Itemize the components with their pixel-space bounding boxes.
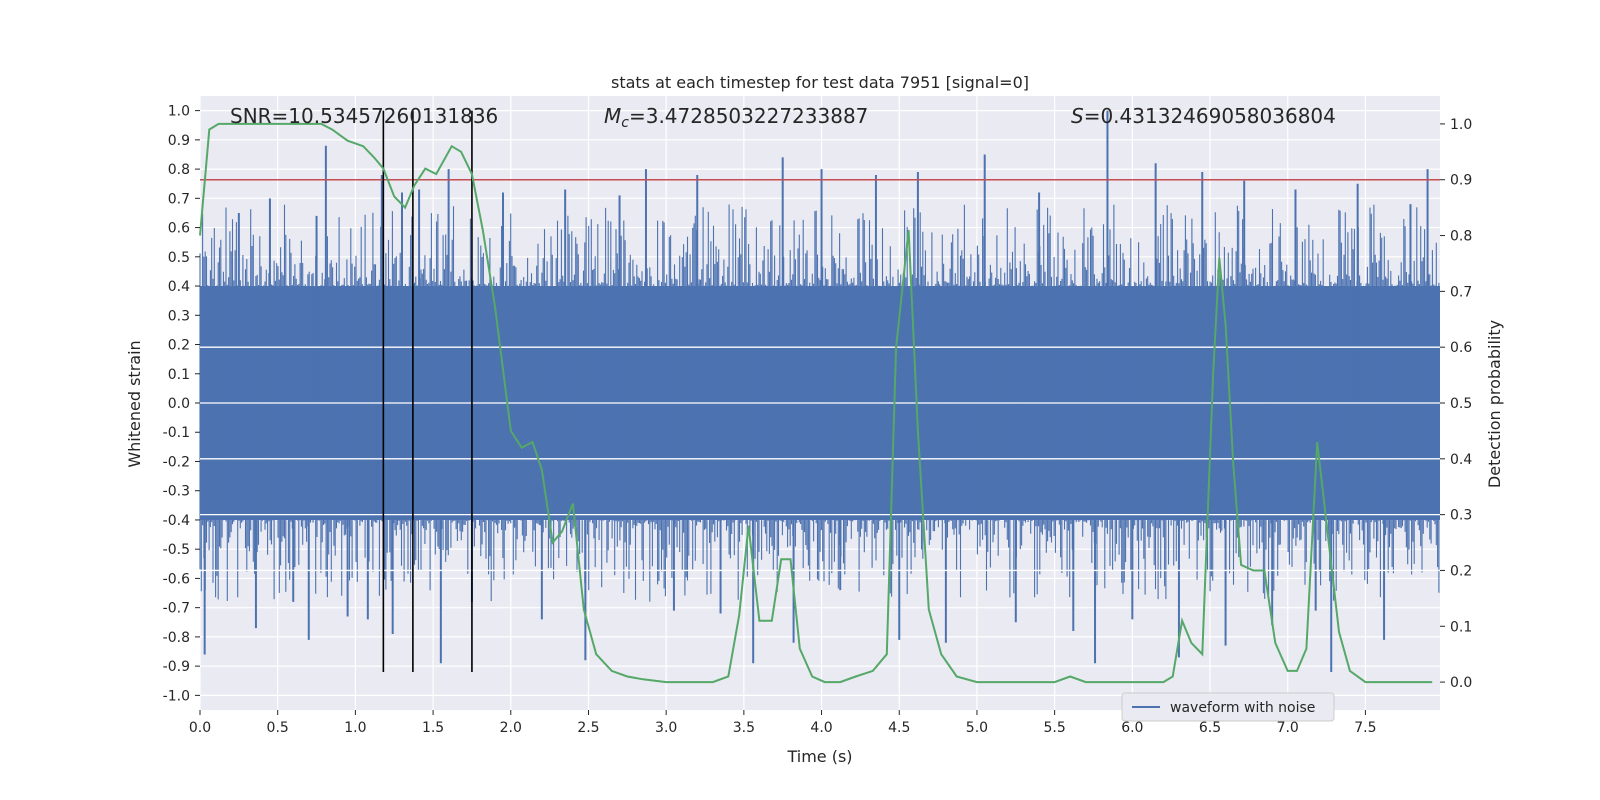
- y-tick-label-right: 1.0: [1450, 117, 1472, 133]
- x-tick-label: 5.5: [1044, 720, 1066, 736]
- y-tick-label-right: 0.0: [1450, 675, 1472, 691]
- chirp-mass-annotation: Mc=3.4728503227233887: [604, 104, 868, 131]
- x-tick-label: 1.5: [422, 720, 444, 736]
- y-tick-label-left: -1.0: [163, 688, 190, 704]
- probability-line: [199, 122, 1433, 684]
- y-tick-label-left: 0.8: [168, 162, 190, 178]
- x-tick-label: 1.0: [344, 720, 366, 736]
- x-tick-label: 5.0: [966, 720, 988, 736]
- y-tick-label-left: -0.5: [163, 542, 190, 558]
- y-tick-label-left: 0.7: [168, 191, 190, 207]
- y-tick-label-left: 0.6: [168, 221, 190, 237]
- x-tick-label: 0.0: [189, 720, 211, 736]
- legend: waveform with noise: [1121, 692, 1335, 722]
- y-axis-label-right: Detection probability: [1485, 320, 1504, 488]
- x-tick-label: 7.0: [1277, 720, 1299, 736]
- y-tick-label-right: 0.6: [1450, 340, 1472, 356]
- y-tick-label-right: 0.4: [1450, 452, 1472, 468]
- y-tick-label-right: 0.9: [1450, 173, 1472, 189]
- y-tick-label-right: 0.3: [1450, 508, 1472, 524]
- legend-label: waveform with noise: [1170, 700, 1315, 716]
- x-tick-label: 3.0: [655, 720, 677, 736]
- x-tick-label: 6.5: [1199, 720, 1221, 736]
- y-tick-label-left: -0.3: [163, 484, 190, 500]
- y-tick-label-left: 0.2: [168, 338, 190, 354]
- y-tick-label-left: 0.4: [168, 279, 190, 295]
- y-tick-label-left: 0.3: [168, 308, 190, 324]
- x-tick-label: 2.5: [577, 720, 599, 736]
- chart-title: stats at each timestep for test data 795…: [611, 73, 1029, 92]
- y-tick-label-left: 0.1: [168, 367, 190, 383]
- y-tick-label-left: 0.9: [168, 133, 190, 149]
- y-tick-label-right: 0.2: [1450, 563, 1472, 579]
- x-tick-label: 4.0: [810, 720, 832, 736]
- s-annotation: S=0.43132469058036804: [1071, 104, 1336, 128]
- y-tick-label-left: -0.7: [163, 601, 190, 617]
- x-axis-label: Time (s): [786, 747, 852, 766]
- x-tick-label: 3.5: [733, 720, 755, 736]
- chirp-mass-value: =3.4728503227233887: [629, 104, 868, 128]
- snr-annotation: SNR=10.53457260131836: [230, 104, 498, 128]
- legend-box: [1121, 692, 1335, 722]
- s-symbol: S: [1071, 104, 1084, 128]
- x-ticks: 0.0 0.5 1.0 1.5 2.0 2.5 3.0 3.5 4.0 4.5 5.0 5.5 6.0 6…: [189, 710, 1377, 736]
- y-tick-label-right: 0.1: [1450, 619, 1472, 635]
- y-tick-label-left: 1.0: [168, 104, 190, 120]
- y-tick-label-left: 0.5: [168, 250, 190, 266]
- y-tick-label-left: -0.4: [163, 513, 190, 529]
- x-tick-label: 6.0: [1121, 720, 1143, 736]
- y-tick-label-left: -0.6: [163, 571, 190, 587]
- y-tick-label-right: 0.5: [1450, 396, 1472, 412]
- x-tick-label: 2.0: [500, 720, 522, 736]
- y-tick-label-left: -0.9: [163, 659, 190, 675]
- y-ticks-left: -1.0 -0.9 -0.8 -0.7 -0.6 -0.5 -0.4 -0.3 -0.2 -0.1…: [163, 104, 200, 704]
- y-axis-label-left: Whitened strain: [125, 340, 144, 467]
- y-tick-label-left: 0.0: [168, 396, 190, 412]
- y-tick-label-left: -0.8: [163, 630, 190, 646]
- x-tick-label: 7.5: [1354, 720, 1376, 736]
- y-tick-label-right: 0.7: [1450, 284, 1472, 300]
- y-tick-label-left: -0.1: [163, 425, 190, 441]
- s-value: =0.43132469058036804: [1084, 104, 1336, 128]
- y-ticks-right: 0.0 0.1 0.2 0.3 0.4 0.5 0.6 0.7 0.8 0.9 1.0: [1440, 117, 1472, 691]
- x-tick-label: 4.5: [888, 720, 910, 736]
- y-tick-label-left: -0.2: [163, 454, 190, 470]
- chirp-mass-subscript: c: [621, 115, 629, 131]
- y-tick-label-right: 0.8: [1450, 229, 1472, 245]
- x-tick-label: 0.5: [267, 720, 289, 736]
- chirp-mass-symbol: M: [604, 104, 621, 128]
- probability-series: [199, 122, 1433, 684]
